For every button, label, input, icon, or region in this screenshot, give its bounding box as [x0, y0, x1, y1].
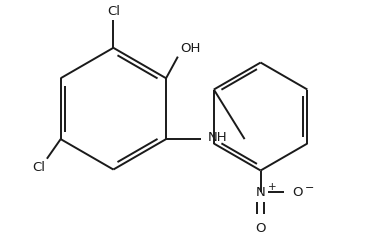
Text: NH: NH [207, 131, 227, 144]
Text: −: − [305, 183, 314, 193]
Text: O: O [292, 186, 302, 198]
Text: Cl: Cl [107, 5, 120, 18]
Text: O: O [255, 222, 266, 235]
Text: Cl: Cl [32, 161, 45, 174]
Text: +: + [267, 182, 276, 192]
Text: N: N [256, 186, 266, 198]
Text: OH: OH [180, 42, 200, 55]
